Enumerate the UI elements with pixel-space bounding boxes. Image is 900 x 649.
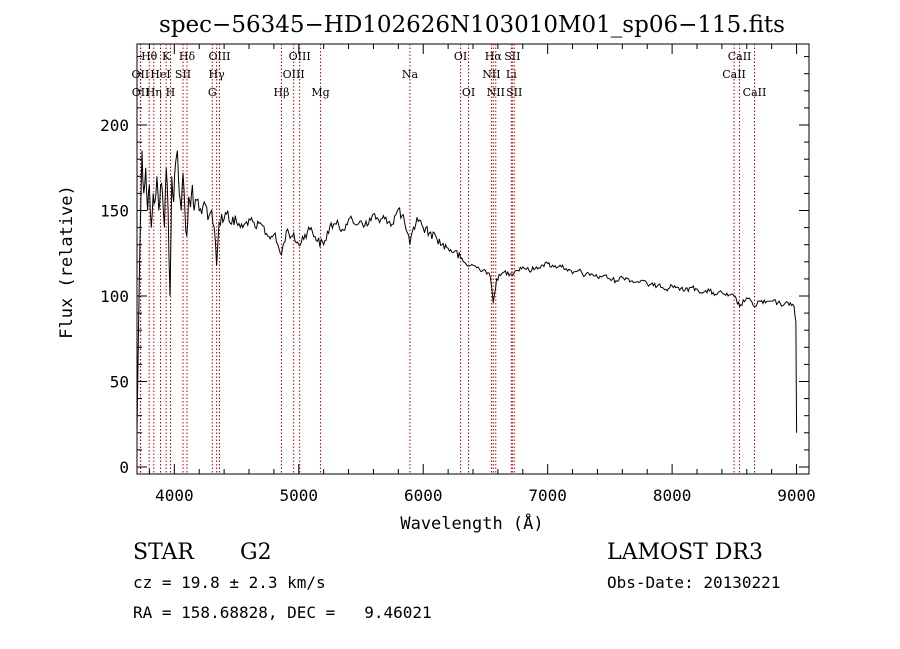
line-marker-label: OII xyxy=(132,68,150,81)
line-marker-label: Hδ xyxy=(179,50,196,63)
line-markers xyxy=(139,44,755,474)
line-marker-label: OI xyxy=(454,50,467,63)
line-marker-label: Hα xyxy=(485,50,503,63)
x-tick-label: 9000 xyxy=(777,486,816,505)
line-marker-label: Mg xyxy=(311,86,329,99)
x-axis-label: Wavelength (Å) xyxy=(400,512,543,534)
y-tick-label: 150 xyxy=(100,202,129,221)
line-marker-label: NII xyxy=(482,68,500,81)
line-marker-label: Na xyxy=(402,68,419,81)
line-marker-label: G xyxy=(208,86,217,99)
y-tick-label: 50 xyxy=(110,373,129,392)
line-marker-label: Hβ xyxy=(274,86,290,99)
line-marker-label: HeI xyxy=(150,68,170,81)
x-tick-label: 8000 xyxy=(653,486,692,505)
chart-title: spec−56345−HD102626N103010M01_sp06−115.f… xyxy=(159,12,785,38)
line-marker-label: OII xyxy=(132,86,150,99)
line-marker-label: Hθ xyxy=(141,50,158,63)
x-tick-label: 7000 xyxy=(528,486,567,505)
spectrum-line xyxy=(136,150,798,433)
line-marker-label: Hγ xyxy=(209,68,226,81)
line-marker-label: SII xyxy=(504,50,520,63)
x-tick-label: 4000 xyxy=(155,486,194,505)
line-marker-label: CaII xyxy=(743,86,767,99)
y-tick-label: 0 xyxy=(119,458,129,477)
line-marker-label: OIII xyxy=(208,50,230,63)
x-tick-label: 5000 xyxy=(280,486,319,505)
line-marker-label: SII xyxy=(175,68,191,81)
y-axis-label: Flux (relative) xyxy=(57,185,77,339)
line-marker-label: CaII xyxy=(722,68,746,81)
x-tick-label: 6000 xyxy=(404,486,443,505)
line-marker-label: OIII xyxy=(283,68,305,81)
y-tick-label: 200 xyxy=(100,116,129,135)
line-marker-label: H xyxy=(166,86,176,99)
y-axis: 0 50 100 150 200 xyxy=(100,56,809,477)
redshift-readout: cz = 19.8 ± 2.3 km/s xyxy=(133,573,326,592)
line-marker-label: OI xyxy=(462,86,475,99)
line-marker-label: NII xyxy=(487,86,505,99)
line-marker-label: Li xyxy=(506,68,517,81)
x-axis: 4000 5000 6000 7000 8000 9000 xyxy=(148,44,816,505)
y-tick-label: 100 xyxy=(100,287,129,306)
line-marker-label: Hη xyxy=(146,86,162,99)
line-marker-label: OIII xyxy=(289,50,311,63)
line-marker-label: CaII xyxy=(728,50,752,63)
obs-date: Obs-Date: 20130221 xyxy=(607,573,781,592)
object-class: STAR xyxy=(133,540,194,565)
line-marker-label: K xyxy=(162,50,171,63)
coordinates-readout: RA = 158.68828, DEC = 9.46021 xyxy=(133,603,432,622)
survey-name: LAMOST DR3 xyxy=(607,540,763,565)
plot-frame xyxy=(136,43,810,475)
object-subclass: G2 xyxy=(240,540,272,565)
line-marker-label: SII xyxy=(506,86,522,99)
